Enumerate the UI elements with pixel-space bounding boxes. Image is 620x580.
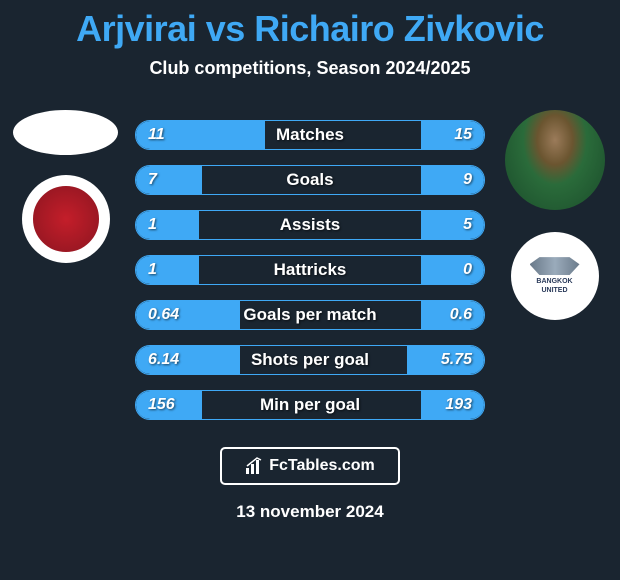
stat-label: Goals [136, 166, 484, 194]
footer-brand: FcTables.com [220, 447, 400, 485]
stat-row: 10Hattricks [135, 255, 485, 285]
club-badge-text: BANGKOKUNITED [536, 278, 572, 295]
stat-label: Goals per match [136, 301, 484, 329]
stat-label: Shots per goal [136, 346, 484, 374]
stat-label: Min per goal [136, 391, 484, 419]
stat-label: Hattricks [136, 256, 484, 284]
player-right-avatar [505, 110, 605, 210]
player-left-club-badge [22, 175, 110, 263]
stat-label: Matches [136, 121, 484, 149]
player-left-avatar [13, 110, 118, 155]
player-left-column [8, 110, 123, 263]
footer-brand-text: FcTables.com [269, 457, 375, 475]
chart-icon [245, 457, 263, 475]
stat-label: Assists [136, 211, 484, 239]
footer-date: 13 november 2024 [0, 502, 620, 522]
player-right-column: BANGKOKUNITED [497, 110, 612, 320]
subtitle: Club competitions, Season 2024/2025 [0, 58, 620, 79]
stat-row: 156193Min per goal [135, 390, 485, 420]
club-badge-inner [30, 183, 102, 255]
club-wing-icon [530, 257, 580, 275]
stat-row: 79Goals [135, 165, 485, 195]
player-right-club-badge: BANGKOKUNITED [511, 232, 599, 320]
stat-row: 1115Matches [135, 120, 485, 150]
stat-row: 6.145.75Shots per goal [135, 345, 485, 375]
stats-bars: 1115Matches 79Goals 15Assists 10Hattricks 0.… [135, 120, 485, 435]
stat-row: 0.640.6Goals per match [135, 300, 485, 330]
page-title: Arjvirai vs Richairo Zivkovic [0, 0, 620, 50]
stat-row: 15Assists [135, 210, 485, 240]
